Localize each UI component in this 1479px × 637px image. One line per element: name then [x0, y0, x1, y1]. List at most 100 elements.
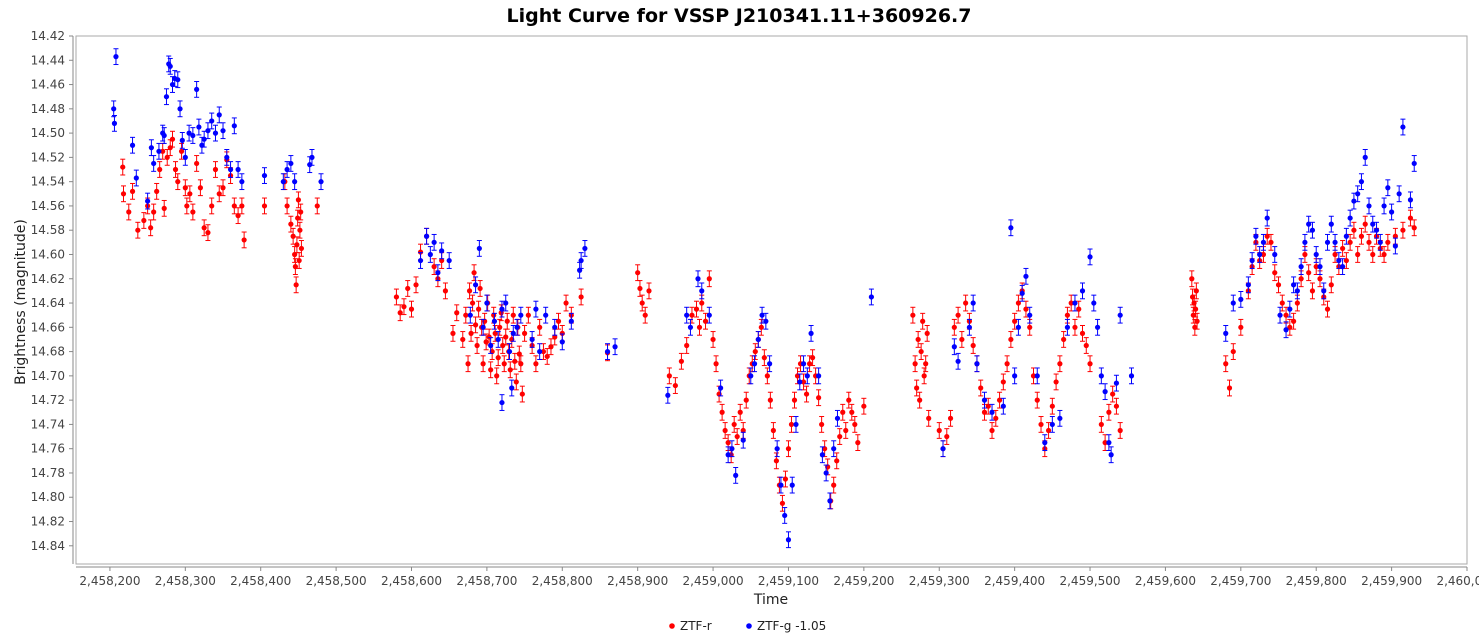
data-point — [309, 154, 315, 160]
data-point — [1098, 421, 1104, 428]
data-point — [472, 282, 479, 288]
data-point — [296, 257, 302, 264]
data-point — [559, 339, 565, 345]
data-point — [981, 397, 988, 403]
data-point — [295, 215, 301, 221]
data-point — [642, 312, 648, 318]
data-point — [500, 342, 506, 349]
data-point — [1049, 421, 1055, 428]
data-point — [209, 203, 215, 209]
data-point — [693, 306, 700, 312]
data-point — [161, 205, 167, 211]
x-tick-label: 2,458,900 — [607, 574, 668, 588]
data-point — [816, 395, 822, 401]
data-point — [1253, 233, 1259, 239]
data-point — [460, 336, 466, 343]
data-point — [483, 339, 489, 345]
data-point — [423, 233, 430, 239]
data-point — [467, 312, 473, 318]
data-point — [1343, 233, 1349, 239]
data-point — [543, 312, 549, 318]
data-point — [1106, 409, 1112, 415]
data-point — [488, 367, 494, 373]
data-point — [135, 227, 141, 233]
data-point — [239, 203, 245, 209]
y-tick-label: 14.46 — [31, 78, 65, 92]
data-point — [974, 361, 980, 367]
data-point — [537, 324, 543, 330]
data-point — [431, 264, 437, 270]
data-point — [1064, 312, 1071, 318]
y-tick-label: 14.64 — [31, 296, 65, 310]
data-point — [292, 179, 298, 185]
data-point — [678, 358, 685, 364]
data-point — [578, 294, 584, 300]
data-point — [179, 137, 185, 143]
data-point — [639, 300, 645, 306]
data-point — [417, 249, 424, 255]
data-point — [849, 409, 855, 415]
data-point — [1306, 221, 1312, 227]
data-point — [751, 361, 758, 367]
data-point — [970, 342, 976, 349]
data-point — [1004, 361, 1010, 367]
y-tick-label: 14.52 — [31, 150, 65, 164]
data-point — [868, 294, 874, 300]
data-point — [507, 367, 513, 373]
data-point — [156, 148, 162, 154]
data-point — [518, 361, 524, 367]
y-tick-label: 14.42 — [31, 29, 65, 43]
data-point — [552, 334, 558, 340]
data-point — [1117, 427, 1123, 434]
data-point — [1317, 264, 1323, 270]
data-point — [1283, 327, 1289, 333]
data-point — [774, 446, 780, 452]
y-axis-ticks: 14.42 14.44 14.46 14.48 14.50 14.52 14.54 14.56… — [31, 29, 73, 553]
data-point — [1192, 306, 1199, 312]
data-point — [220, 185, 226, 191]
data-point — [779, 500, 786, 506]
data-point — [947, 415, 954, 421]
data-point — [782, 476, 789, 482]
data-point — [1290, 318, 1297, 324]
data-point — [284, 203, 290, 209]
data-point — [468, 330, 474, 336]
data-point — [761, 355, 767, 361]
data-point — [184, 203, 190, 209]
data-point — [770, 427, 776, 434]
data-point — [1309, 288, 1316, 294]
data-point — [989, 427, 995, 434]
data-point — [734, 433, 740, 440]
data-point — [1113, 380, 1120, 386]
data-point — [555, 318, 562, 324]
data-point — [800, 361, 807, 367]
data-point — [1042, 440, 1048, 446]
data-point — [1313, 264, 1319, 270]
data-point — [1087, 254, 1093, 260]
data-point — [175, 179, 181, 185]
data-point — [1287, 306, 1293, 312]
data-point — [182, 154, 188, 160]
data-point — [773, 458, 780, 464]
data-point — [182, 185, 188, 191]
data-point — [499, 399, 505, 406]
data-point — [293, 282, 299, 288]
data-point — [1008, 336, 1014, 343]
data-point — [1049, 403, 1055, 409]
data-point — [1407, 215, 1414, 221]
data-point — [1358, 179, 1365, 185]
data-point — [506, 348, 513, 355]
data-point — [1102, 389, 1108, 395]
data-point — [216, 191, 222, 197]
data-point — [1223, 330, 1229, 336]
data-point — [504, 318, 510, 324]
data-point — [970, 300, 976, 306]
data-point — [1008, 225, 1014, 231]
data-point — [789, 482, 795, 488]
data-point — [480, 361, 486, 367]
data-point — [540, 348, 547, 355]
data-point — [1238, 324, 1244, 330]
data-marks — [111, 48, 1417, 549]
data-point — [231, 123, 237, 129]
data-point — [809, 355, 816, 361]
